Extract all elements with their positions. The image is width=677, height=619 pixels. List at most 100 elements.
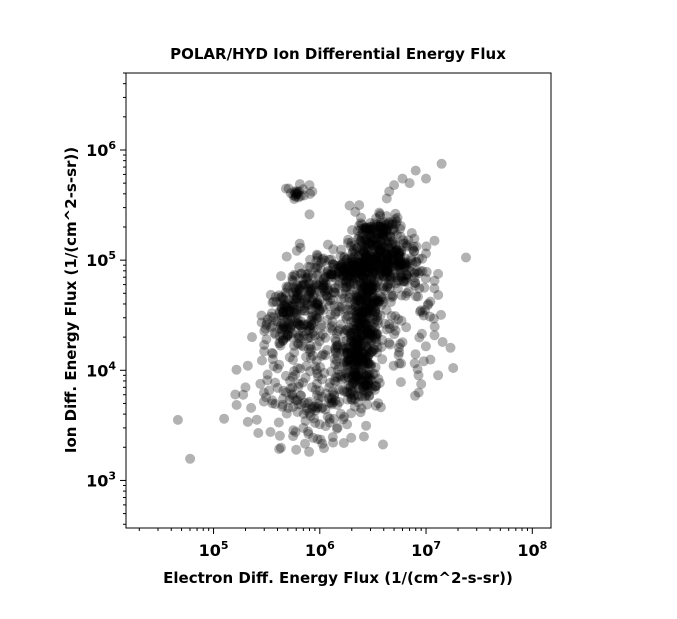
y-axis-label: Ion Diff. Energy Flux (1/(cm^2-s-sr)) <box>62 147 80 453</box>
data-point <box>363 342 374 353</box>
data-point <box>413 387 424 398</box>
data-point <box>294 378 304 389</box>
data-point <box>290 285 301 296</box>
data-point <box>362 304 373 315</box>
data-point <box>379 241 390 252</box>
data-point <box>366 236 377 247</box>
data-point <box>353 334 364 345</box>
data-point <box>352 334 363 345</box>
data-point <box>301 292 312 303</box>
data-point <box>362 327 373 338</box>
data-point <box>318 282 329 293</box>
data-point <box>333 267 344 278</box>
data-point <box>342 419 353 430</box>
data-point <box>350 363 361 374</box>
data-point <box>402 270 413 281</box>
data-point <box>368 292 379 303</box>
data-point <box>368 254 379 265</box>
data-point <box>360 237 371 247</box>
data-point <box>304 325 314 336</box>
data-point <box>277 307 288 318</box>
data-point <box>387 248 397 259</box>
data-point <box>336 302 347 312</box>
data-point <box>276 298 287 309</box>
data-point <box>355 407 366 418</box>
data-point <box>403 235 414 246</box>
data-point <box>300 305 311 316</box>
data-point <box>256 355 267 366</box>
data-point <box>349 338 359 349</box>
data-point <box>362 294 373 304</box>
data-point <box>389 329 400 340</box>
data-point <box>367 261 378 272</box>
data-point <box>343 257 354 268</box>
data-point <box>391 270 402 281</box>
data-point <box>332 340 343 351</box>
data-point <box>360 291 371 302</box>
data-point <box>306 300 317 311</box>
data-point <box>320 277 331 288</box>
data-point <box>289 340 300 351</box>
data-point <box>297 320 308 331</box>
data-point <box>268 296 279 307</box>
data-point <box>353 336 364 347</box>
data-point <box>354 266 365 277</box>
data-point <box>343 263 353 274</box>
data-point <box>376 342 387 353</box>
data-point <box>361 251 372 262</box>
data-point <box>383 242 394 253</box>
data-point <box>396 272 407 283</box>
data-point <box>346 334 357 344</box>
data-point <box>344 352 355 363</box>
data-point <box>283 183 294 194</box>
data-point <box>339 411 350 422</box>
data-point <box>377 222 388 233</box>
data-point <box>365 335 376 346</box>
data-point <box>343 234 354 245</box>
data-point <box>397 257 407 268</box>
data-point <box>338 341 349 352</box>
data-point <box>341 342 352 353</box>
data-point <box>343 237 353 248</box>
data-point <box>371 219 382 230</box>
data-point <box>351 340 362 351</box>
data-point <box>365 299 376 310</box>
data-point <box>387 219 397 230</box>
data-point <box>278 300 289 310</box>
data-point <box>349 261 360 271</box>
data-point <box>371 347 382 358</box>
data-point <box>307 295 318 306</box>
data-point <box>368 254 379 264</box>
data-point <box>349 390 360 401</box>
data-point <box>390 325 401 336</box>
data-point <box>322 315 333 325</box>
data-point <box>361 258 371 269</box>
data-point <box>294 298 305 309</box>
data-point <box>424 311 435 322</box>
data-point <box>307 382 318 393</box>
data-point <box>351 371 362 382</box>
data-point <box>354 391 365 402</box>
data-point <box>330 343 340 354</box>
data-point <box>385 264 396 275</box>
data-point <box>346 260 356 271</box>
data-point <box>298 341 309 352</box>
data-point <box>311 355 322 366</box>
data-point <box>362 238 373 249</box>
data-point <box>363 284 373 295</box>
data-point <box>363 334 374 345</box>
data-point <box>360 378 371 389</box>
data-point <box>342 260 353 271</box>
data-point <box>335 251 346 262</box>
data-point <box>352 313 363 324</box>
data-point <box>285 188 296 199</box>
data-point <box>345 389 356 400</box>
data-point <box>371 337 382 348</box>
data-point <box>361 273 372 283</box>
data-point <box>308 292 318 303</box>
data-point <box>341 267 352 278</box>
data-point <box>346 432 357 443</box>
data-point <box>349 320 359 331</box>
data-point <box>310 301 321 312</box>
data-point <box>319 368 330 378</box>
